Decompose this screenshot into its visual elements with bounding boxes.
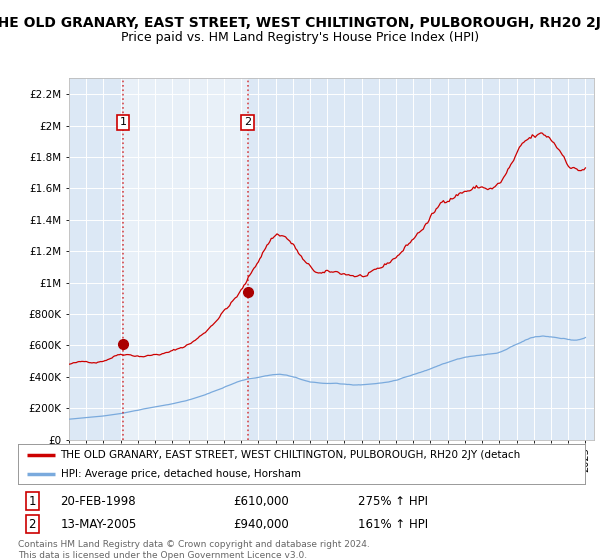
Text: 161% ↑ HPI: 161% ↑ HPI	[358, 518, 428, 531]
Text: 2: 2	[28, 518, 36, 531]
Text: 1: 1	[28, 495, 36, 508]
Text: 1: 1	[119, 118, 127, 127]
Text: HPI: Average price, detached house, Horsham: HPI: Average price, detached house, Hors…	[61, 469, 301, 478]
Text: Contains HM Land Registry data © Crown copyright and database right 2024.
This d: Contains HM Land Registry data © Crown c…	[18, 540, 370, 560]
Text: 13-MAY-2005: 13-MAY-2005	[61, 518, 137, 531]
Text: 20-FEB-1998: 20-FEB-1998	[61, 495, 136, 508]
Bar	[123, 78, 247, 440]
Text: THE OLD GRANARY, EAST STREET, WEST CHILTINGTON, PULBOROUGH, RH20 2JY (detach: THE OLD GRANARY, EAST STREET, WEST CHILT…	[61, 450, 521, 460]
Text: 2: 2	[244, 118, 251, 127]
Text: 275% ↑ HPI: 275% ↑ HPI	[358, 495, 428, 508]
Text: THE OLD GRANARY, EAST STREET, WEST CHILTINGTON, PULBOROUGH, RH20 2JY: THE OLD GRANARY, EAST STREET, WEST CHILT…	[0, 16, 600, 30]
Text: £940,000: £940,000	[233, 518, 289, 531]
Text: £610,000: £610,000	[233, 495, 289, 508]
Text: Price paid vs. HM Land Registry's House Price Index (HPI): Price paid vs. HM Land Registry's House …	[121, 31, 479, 44]
